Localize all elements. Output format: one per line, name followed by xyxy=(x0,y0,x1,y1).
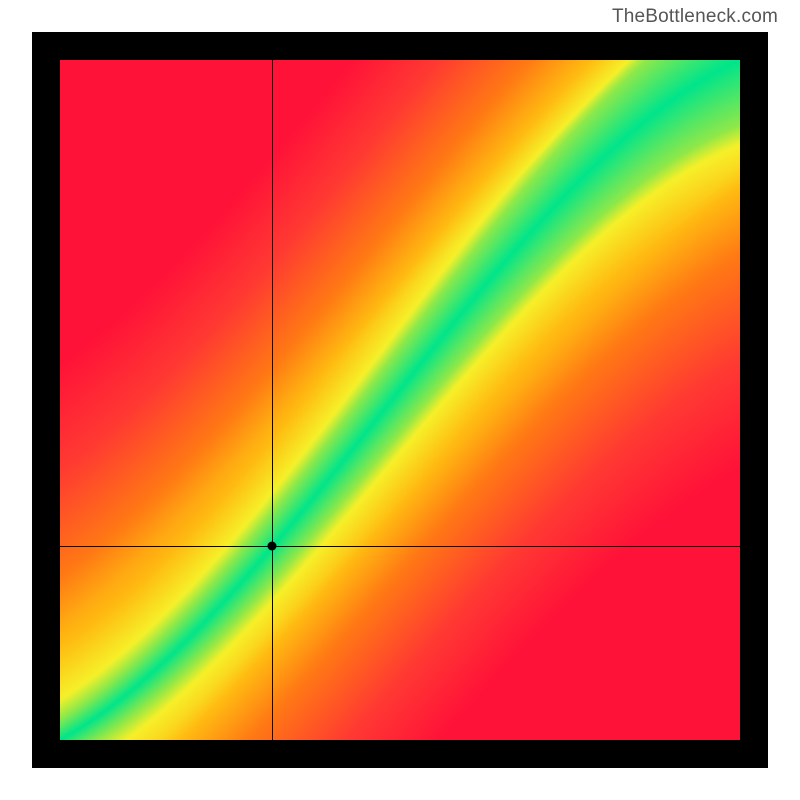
attribution-text: TheBottleneck.com xyxy=(612,6,778,28)
heatmap-area xyxy=(60,60,740,740)
plot-frame xyxy=(32,32,768,768)
crosshair-marker xyxy=(268,541,277,550)
crosshair-horizontal xyxy=(60,546,740,547)
chart-container: TheBottleneck.com xyxy=(0,0,800,800)
crosshair-vertical xyxy=(272,60,273,740)
heatmap-canvas xyxy=(60,60,740,740)
